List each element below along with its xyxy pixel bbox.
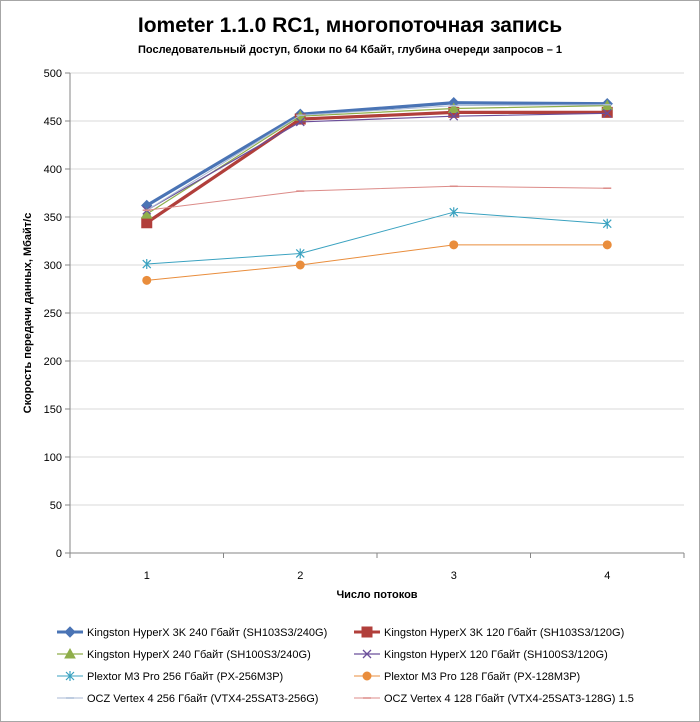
- x-tick-label: 4: [604, 570, 610, 582]
- data-point: [295, 117, 305, 127]
- chart-subtitle: Последовательный доступ, блоки по 64 Кба…: [138, 44, 562, 56]
- y-tick-label: 450: [44, 116, 62, 128]
- gridlines: [70, 72, 684, 554]
- legend-item-6: Plextor M3 Pro 128 Гбайт (PX-128M3P): [354, 671, 580, 683]
- series-5: [142, 207, 612, 270]
- y-tick-label: 150: [44, 404, 62, 416]
- series-line: [146, 112, 608, 211]
- data-point: [142, 275, 152, 285]
- chart-title: Iometer 1.1.0 RC1, многопоточная запись: [138, 14, 562, 37]
- legend-label: Kingston HyperX 240 Гбайт (SH100S3/240G): [87, 649, 311, 661]
- x-tick-label: 1: [144, 570, 150, 582]
- data-point: [295, 260, 305, 270]
- axes: 0 50 100 150 200 250 300 350 400 450 500 1 2 3 4: [44, 68, 685, 582]
- y-tick-label: 100: [44, 452, 62, 464]
- legend-item-2: Kingston HyperX 3K 120 Гбайт (SH103S3/12…: [354, 626, 624, 639]
- legend-label: OCZ Vertex 4 128 Гбайт (VTX4-25SAT3-128G…: [384, 693, 634, 705]
- data-point: [449, 240, 459, 250]
- data-point: [449, 207, 459, 218]
- legend-item-5: Plextor M3 Pro 256 Гбайт (PX-256M3P): [57, 671, 283, 683]
- legend-swatch-marker: [65, 671, 75, 681]
- series-line: [146, 105, 608, 215]
- legend-label: Kingston HyperX 3K 240 Гбайт (SH103S3/24…: [87, 627, 327, 639]
- series-line: [146, 244, 608, 281]
- legend-label: Kingston HyperX 120 Гбайт (SH100S3/120G): [384, 649, 608, 661]
- y-tick-label: 250: [44, 308, 62, 320]
- y-tick-label: 200: [44, 356, 62, 368]
- legend-label: Kingston HyperX 3K 120 Гбайт (SH103S3/12…: [384, 627, 624, 639]
- legend-item-8: OCZ Vertex 4 128 Гбайт (VTX4-25SAT3-128G…: [354, 693, 634, 705]
- data-point: [447, 102, 460, 114]
- data-point: [602, 108, 612, 118]
- legend-label: Plextor M3 Pro 128 Гбайт (PX-128M3P): [384, 671, 580, 683]
- y-tick-label: 500: [44, 68, 62, 80]
- legend-item-4: Kingston HyperX 120 Гбайт (SH100S3/120G): [354, 649, 608, 661]
- series-8: [142, 185, 612, 212]
- legend-item-1: Kingston HyperX 3K 240 Гбайт (SH103S3/24…: [57, 626, 327, 639]
- legend-label: Plextor M3 Pro 256 Гбайт (PX-256M3P): [87, 671, 283, 683]
- series-line: [145, 110, 608, 225]
- data-point: [142, 259, 152, 270]
- x-tick-label: 2: [297, 570, 303, 582]
- legend-swatch-marker: [64, 626, 76, 638]
- legend: Kingston HyperX 3K 240 Гбайт (SH103S3/24…: [57, 626, 634, 705]
- y-tick-label: 300: [44, 260, 62, 272]
- data-point: [602, 218, 612, 229]
- legend-swatch-marker: [361, 626, 373, 638]
- legend-item-7: OCZ Vertex 4 256 Гбайт (VTX4-25SAT3-256G…: [57, 693, 318, 705]
- data-point: [141, 217, 153, 229]
- data-point: [602, 240, 612, 250]
- legend-swatch-marker: [362, 649, 372, 659]
- legend-swatch-marker: [64, 647, 76, 659]
- y-axis-title: Скорость передачи данных, Мбайт/с: [22, 213, 34, 414]
- x-tick-label: 3: [451, 570, 457, 582]
- legend-item-3: Kingston HyperX 240 Гбайт (SH100S3/240G): [57, 647, 311, 661]
- x-axis-title: Число потоков: [336, 589, 417, 601]
- series-layer: [140, 97, 614, 285]
- series-4: [142, 108, 612, 215]
- legend-swatch-marker: [362, 671, 372, 681]
- y-tick-label: 50: [50, 500, 62, 512]
- data-point: [449, 111, 459, 121]
- y-tick-label: 400: [44, 164, 62, 176]
- series-line: [146, 104, 608, 211]
- series-line: [145, 101, 608, 207]
- y-tick-label: 350: [44, 212, 62, 224]
- series-line: [146, 185, 608, 211]
- series-line: [146, 211, 608, 265]
- data-point: [295, 248, 305, 259]
- legend-label: OCZ Vertex 4 256 Гбайт (VTX4-25SAT3-256G…: [87, 693, 318, 705]
- y-tick-label: 0: [56, 548, 62, 560]
- series-6: [142, 240, 612, 285]
